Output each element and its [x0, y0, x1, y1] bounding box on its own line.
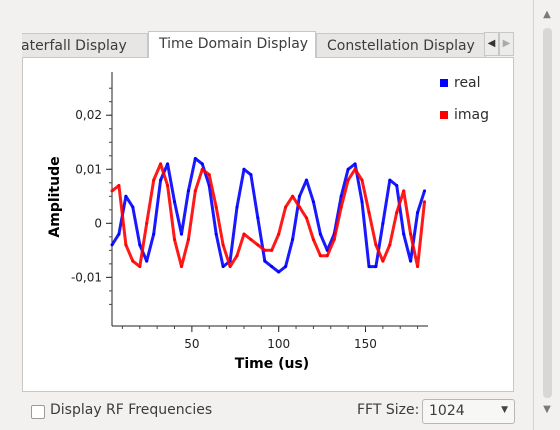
tab-bar: aterfall Display Time Domain Display Con… [22, 31, 492, 58]
vertical-scrollbar[interactable]: ▲ ▼ [533, 0, 560, 430]
tab-time-domain-display[interactable]: Time Domain Display [148, 31, 316, 58]
rf-frequencies-label[interactable]: Display RF Frequencies [50, 402, 213, 418]
bottom-controls: Display RF Frequencies FFT Size: 1024 ▼ [0, 398, 533, 430]
fft-size-select[interactable]: 1024 ▼ [422, 399, 515, 424]
legend-label-imag: imag [454, 107, 489, 123]
tab-waterfall-display[interactable]: aterfall Display [22, 33, 148, 58]
chevron-down-icon: ▼ [501, 405, 508, 415]
rf-frequencies-checkbox[interactable] [31, 405, 45, 419]
tab-label: Time Domain Display [159, 36, 309, 52]
time-domain-panel [22, 57, 514, 392]
scroll-up-icon[interactable]: ▲ [543, 9, 551, 20]
fft-size-label: FFT Size: [357, 402, 420, 418]
legend-swatch-imag [440, 111, 448, 119]
tab-label: Constellation Display [327, 38, 475, 54]
fft-size-value: 1024 [429, 403, 465, 419]
tab-label: aterfall Display [22, 38, 127, 54]
scrollbar-track[interactable] [543, 28, 552, 398]
tab-constellation-display[interactable]: Constellation Display [316, 33, 486, 58]
triangle-left-icon: ◀ [487, 38, 496, 49]
legend-label-real: real [454, 75, 481, 91]
triangle-right-icon: ▶ [502, 38, 511, 49]
tab-scroll-right-button[interactable]: ▶ [499, 32, 514, 56]
legend-swatch-real [440, 79, 448, 87]
tab-scroll-left-button[interactable]: ◀ [484, 32, 499, 56]
scroll-down-icon[interactable]: ▼ [543, 404, 551, 415]
